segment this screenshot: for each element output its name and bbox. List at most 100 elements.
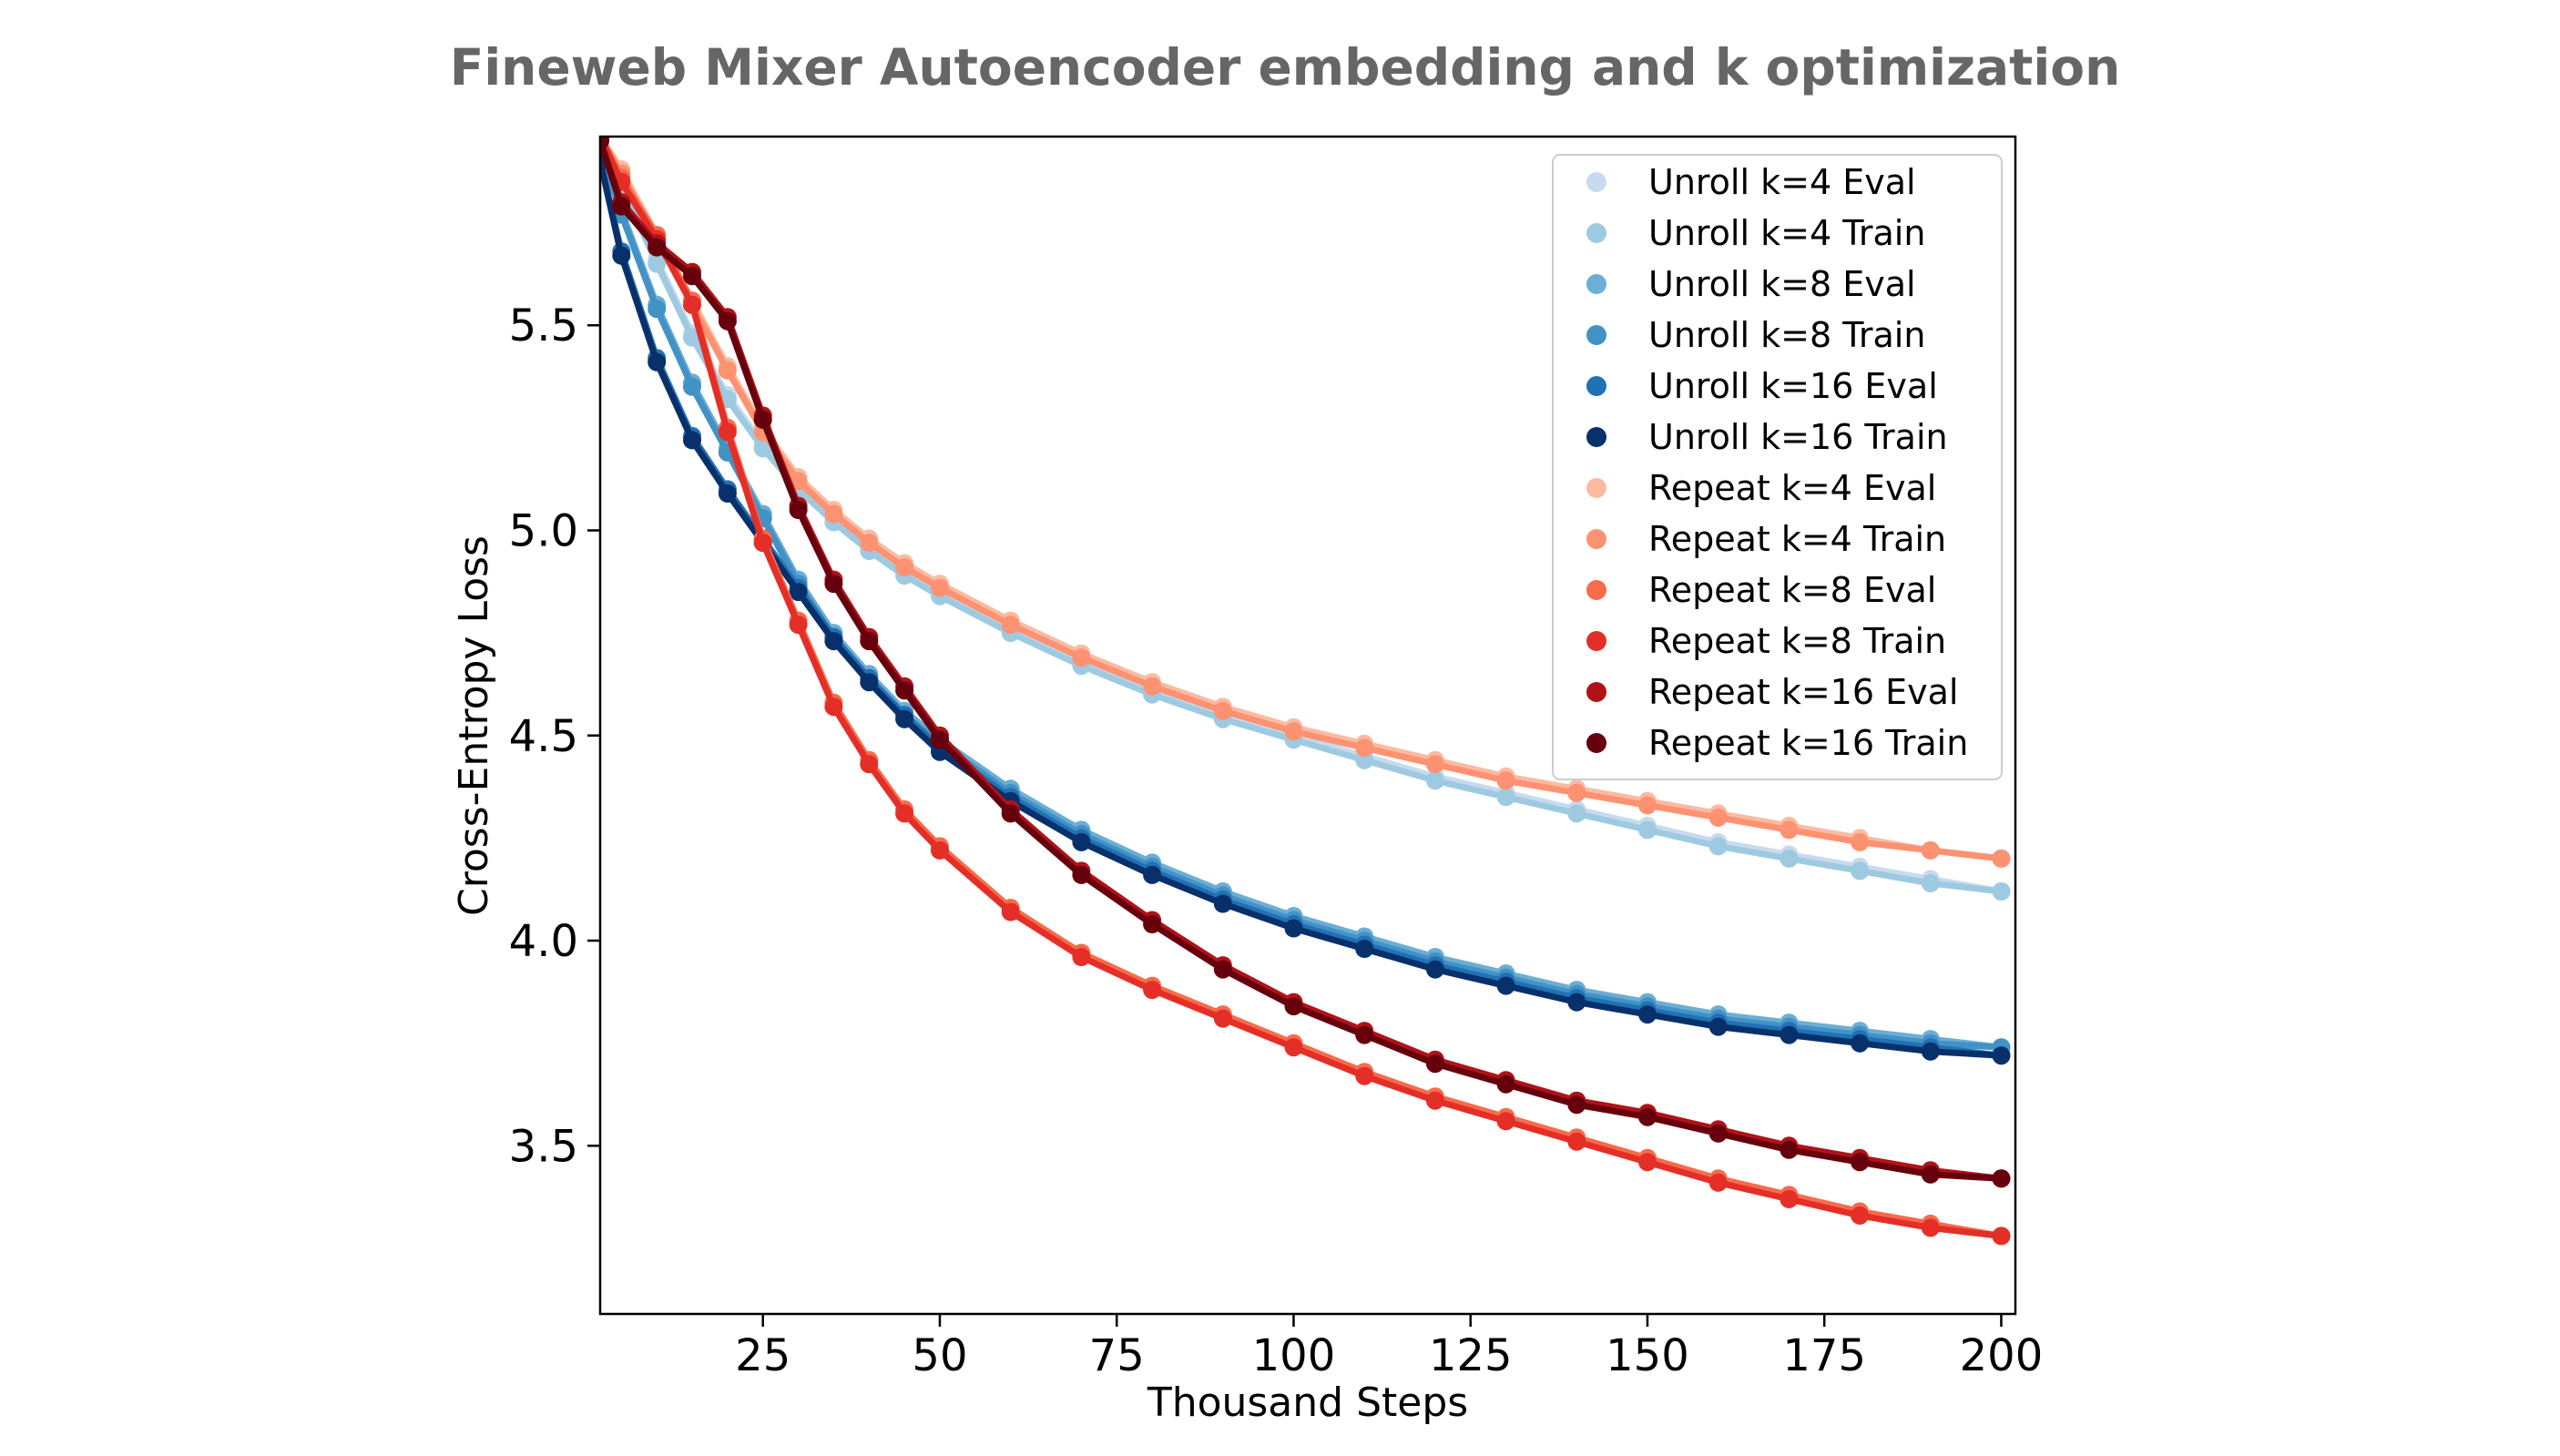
data-point <box>718 361 737 380</box>
data-point <box>860 673 879 692</box>
series-layer <box>600 137 2011 1246</box>
data-point <box>612 246 631 265</box>
data-point <box>683 267 701 286</box>
data-point <box>1780 1189 1799 1208</box>
data-point <box>1567 1132 1586 1151</box>
legend-marker <box>1586 478 1606 498</box>
data-point <box>718 484 737 503</box>
data-point <box>1072 865 1091 884</box>
data-point <box>1567 993 1586 1012</box>
data-point <box>1355 1066 1374 1085</box>
series-line <box>600 137 2002 1239</box>
data-point <box>683 377 701 396</box>
data-point <box>1143 865 1162 884</box>
data-point <box>1284 919 1303 938</box>
legend-label: Repeat k=8 Eval <box>1648 570 1936 610</box>
legend-label: Repeat k=16 Train <box>1648 723 1968 763</box>
x-tick-label: 200 <box>1960 1330 2044 1381</box>
y-tick-label: 4.5 <box>509 711 578 762</box>
legend-marker <box>1586 223 1606 243</box>
y-tick-label: 3.5 <box>509 1121 578 1172</box>
data-point <box>1992 849 2011 868</box>
data-point <box>895 558 914 576</box>
data-point <box>1496 1074 1515 1094</box>
y-axis-label: Cross-Entropy Loss <box>451 535 497 916</box>
data-point <box>1284 722 1303 741</box>
data-point <box>931 840 949 860</box>
data-point <box>1851 1033 1870 1053</box>
legend-label: Unroll k=4 Train <box>1648 213 1925 253</box>
legend-marker <box>1586 172 1606 192</box>
data-point <box>895 709 914 728</box>
data-point <box>753 534 772 552</box>
data-point <box>648 300 667 319</box>
data-point <box>1143 981 1162 1000</box>
legend-marker <box>1586 427 1606 447</box>
legend-label: Repeat k=4 Eval <box>1648 468 1936 508</box>
data-point <box>1001 804 1020 823</box>
data-point <box>824 697 843 717</box>
legend-label: Unroll k=16 Train <box>1648 417 1948 457</box>
series-11 <box>600 137 2011 1188</box>
series-line <box>600 148 2002 1051</box>
data-point <box>1780 1025 1799 1044</box>
data-point <box>718 311 737 331</box>
legend-marker <box>1586 733 1606 753</box>
data-point <box>1284 997 1303 1016</box>
legend-box <box>1552 154 2003 780</box>
data-point <box>860 534 879 552</box>
data-point <box>1780 820 1799 840</box>
data-point <box>1638 796 1657 815</box>
data-point <box>1355 1025 1374 1044</box>
data-point <box>1072 648 1091 667</box>
data-point <box>1425 1054 1444 1074</box>
data-point <box>1851 832 1870 851</box>
data-point <box>931 578 949 597</box>
data-point <box>648 238 667 257</box>
legend-marker <box>1586 325 1606 345</box>
data-point <box>753 410 772 429</box>
legend-marker <box>1586 682 1606 702</box>
y-axis: 3.5 4.0 4.5 5.0 5.5 <box>509 300 600 1172</box>
data-point <box>1708 1173 1728 1192</box>
data-point <box>1708 837 1728 856</box>
data-point <box>1496 771 1515 790</box>
x-axis: 25 50 75 100 125 150 175 200 <box>735 1314 2043 1381</box>
data-point <box>1567 1095 1586 1115</box>
data-point <box>789 616 808 635</box>
series-line <box>600 139 2002 1182</box>
data-point <box>1992 1046 2011 1065</box>
data-point <box>1001 902 1020 921</box>
x-tick-label: 100 <box>1252 1330 1336 1381</box>
data-point <box>1213 1009 1232 1028</box>
data-point <box>1921 1165 1940 1184</box>
data-point <box>931 730 949 749</box>
data-point <box>860 632 879 651</box>
data-point <box>1355 738 1374 758</box>
data-point <box>648 254 667 273</box>
data-point <box>824 504 843 524</box>
legend-marker <box>1586 376 1606 396</box>
y-tick-label: 4.0 <box>509 916 578 967</box>
data-point <box>1921 1042 1940 1061</box>
legend-label: Unroll k=16 Eval <box>1648 366 1938 406</box>
data-point <box>1425 771 1444 790</box>
data-point <box>789 501 808 519</box>
plot-area-frame <box>598 135 2017 1316</box>
legend-marker <box>1586 631 1606 651</box>
data-point <box>1708 808 1728 827</box>
data-point <box>1638 820 1657 840</box>
series-5 <box>600 152 2011 1065</box>
y-tick-label: 5.0 <box>509 506 578 557</box>
data-point <box>1355 940 1374 958</box>
data-point <box>1072 832 1091 851</box>
legend-label: Repeat k=8 Train <box>1648 621 1946 661</box>
data-point <box>1992 1227 2011 1246</box>
legend-label: Unroll k=4 Eval <box>1648 162 1916 202</box>
data-point <box>612 197 631 216</box>
data-point <box>1851 861 1870 881</box>
data-point <box>1072 948 1091 966</box>
x-axis-label: Thousand Steps <box>1147 1380 1468 1426</box>
data-point <box>895 804 914 823</box>
data-point <box>1567 804 1586 823</box>
